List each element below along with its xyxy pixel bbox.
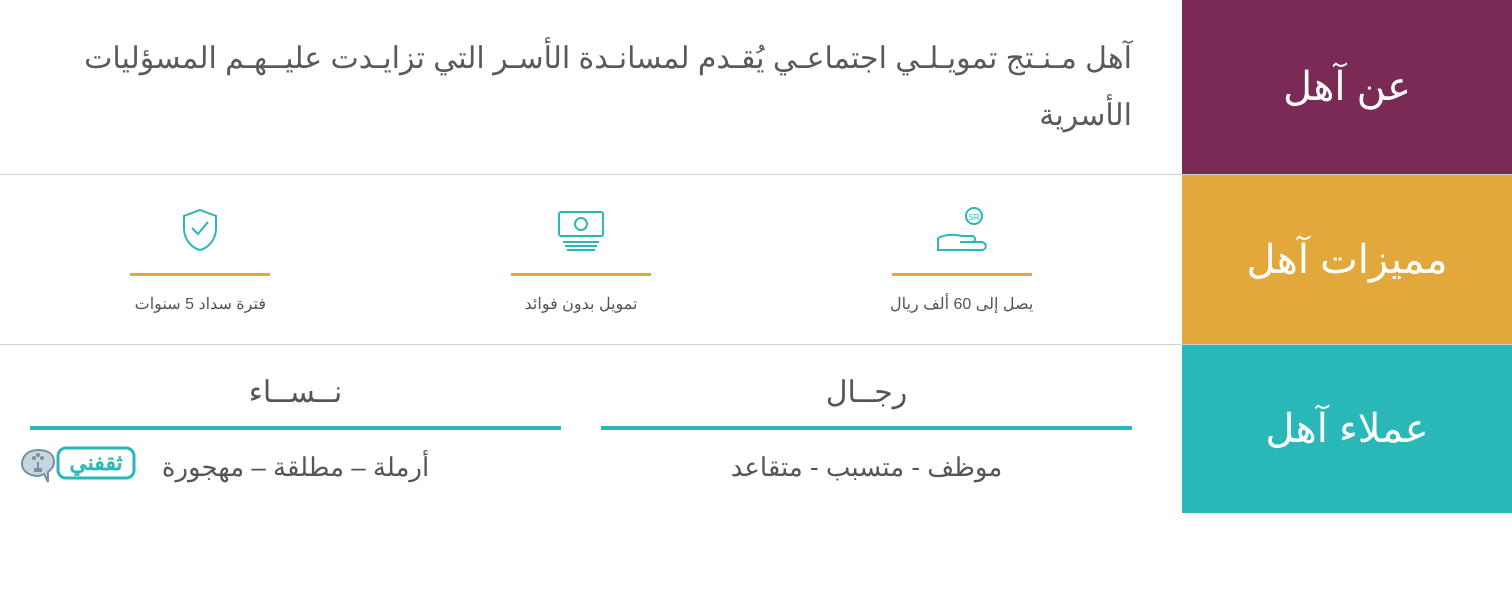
customer-heading: رجــال (826, 375, 908, 410)
feature-divider (130, 273, 270, 276)
section-label-about: عن آهل (1182, 0, 1512, 174)
feature-divider (511, 273, 651, 276)
features-label-text: مميزات آهل (1246, 237, 1447, 283)
about-label-text: عن آهل (1283, 64, 1411, 110)
about-text: آهل مـنـتج تمويـلـي اجتماعـي يُقـدم لمسا… (30, 30, 1132, 144)
features-content: SR يصل إلى 60 ألف ريال (0, 175, 1182, 344)
section-customers: عملاء آهل رجــال موظف - متسبب - متقاعد ن… (0, 345, 1512, 513)
feature-text: تمويل بدون فوائد (525, 294, 638, 314)
svg-text:SR: SR (968, 213, 979, 222)
customers-content: رجــال موظف - متسبب - متقاعد نــســاء أر… (0, 345, 1182, 513)
hand-coin-icon: SR (932, 205, 992, 255)
customer-heading: نــســاء (249, 375, 343, 410)
customers-label-text: عملاء آهل (1265, 406, 1428, 452)
feature-item: تمويل بدون فوائد (411, 205, 752, 314)
feature-text: فترة سداد 5 سنوات (135, 294, 266, 314)
customer-divider (30, 426, 561, 430)
section-features: مميزات آهل SR (0, 175, 1512, 345)
section-about: عن آهل آهل مـنـتج تمويـلـي اجتماعـي يُقـ… (0, 0, 1512, 175)
feature-divider (892, 273, 1032, 276)
customer-subtext: أرملة – مطلقة – مهجورة (162, 452, 429, 483)
section-label-customers: عملاء آهل (1182, 345, 1512, 513)
customer-divider (601, 426, 1132, 430)
feature-item: SR يصل إلى 60 ألف ريال (791, 205, 1132, 314)
page-container: عن آهل آهل مـنـتج تمويـلـي اجتماعـي يُقـ… (0, 0, 1512, 513)
money-stack-icon (549, 205, 613, 255)
customer-subtext: موظف - متسبب - متقاعد (731, 452, 1003, 483)
section-label-features: مميزات آهل (1182, 175, 1512, 344)
features-row: SR يصل إلى 60 ألف ريال (30, 205, 1132, 314)
watermark-logo: ثقفني (18, 438, 138, 493)
customer-column-men: رجــال موظف - متسبب - متقاعد (601, 375, 1132, 483)
shield-check-icon (176, 205, 224, 255)
feature-item: فترة سداد 5 سنوات (30, 205, 371, 314)
about-content: آهل مـنـتج تمويـلـي اجتماعـي يُقـدم لمسا… (0, 0, 1182, 174)
watermark-text: ثقفني (69, 450, 122, 476)
customers-row: رجــال موظف - متسبب - متقاعد نــســاء أر… (30, 375, 1132, 483)
feature-text: يصل إلى 60 ألف ريال (890, 294, 1033, 314)
